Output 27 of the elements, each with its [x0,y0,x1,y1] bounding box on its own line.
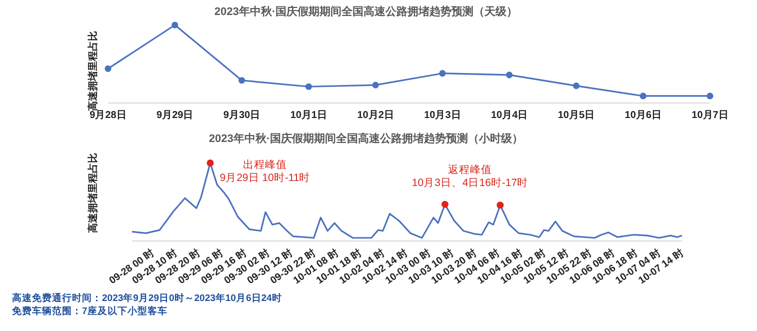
x-tick-label: 10月3日 [424,110,461,122]
point [572,82,580,90]
x-tick-label: 10月6日 [624,110,662,122]
point [640,92,646,100]
annotation: 出程峰值 9月29日 10时-11时 [218,159,312,184]
x-tick-label: 10月4日 [490,110,528,122]
annotation: 返程峰值 10月3日、4日16时-17时 [410,164,530,190]
chart-title: 2023年中秋·国庆假期期间全国高速公路拥堵趋势预测（小时级） [208,132,524,146]
point [706,92,714,100]
x-tick-label: 9月29日 [156,110,194,122]
point [439,70,446,77]
chart-title: 2023年中秋·国庆假期期间全国高速公路拥堵趋势预测（天级） [213,4,519,19]
x-tick-label: 10月2日 [357,110,394,122]
x-tick-label: 10月7日 [692,110,728,122]
point [238,77,246,84]
y-axis-title: 高速拥堵里程占比 [86,152,100,235]
point [172,22,178,28]
point [372,82,379,88]
x-tick-label: 9月28日 [90,110,126,122]
point [305,83,312,90]
point [104,65,112,72]
text: 高速免费通行时间：2023年9月29日0时～2023年10月6日24时 [12,293,283,304]
text: 免费车辆范围：7座及以下小型客车 [12,306,168,318]
x-tick-label: 10月5日 [558,110,595,122]
point [506,72,513,78]
x-tick-label: 9月30日 [223,110,260,122]
x-tick-label: 10月1日 [290,110,328,122]
